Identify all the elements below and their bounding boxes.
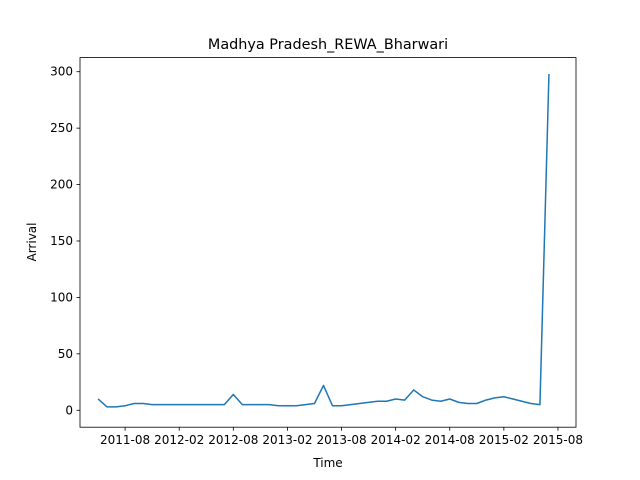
y-tick-label: 250 — [50, 121, 73, 135]
y-tick-label: 100 — [50, 290, 73, 304]
x-tick-label: 2014-02 — [371, 433, 421, 447]
y-tick-label: 150 — [50, 234, 73, 248]
x-axis-label: Time — [312, 456, 342, 470]
x-tick-label: 2012-02 — [154, 433, 204, 447]
x-tick-label: 2013-02 — [262, 433, 312, 447]
x-tick-label: 2015-02 — [479, 433, 529, 447]
x-tick-label: 2011-08 — [100, 433, 150, 447]
line — [97, 73, 550, 408]
x-tick-label: 2013-08 — [316, 433, 366, 447]
plot-frame — [79, 57, 577, 428]
y-tick-label: 0 — [65, 403, 73, 417]
x-tick-label: 2015-08 — [533, 433, 583, 447]
y-tick-label: 300 — [50, 65, 73, 79]
x-tick-label: 2014-08 — [425, 433, 475, 447]
y-tick-label: 200 — [50, 178, 73, 192]
x-tick-label: 2012-08 — [208, 433, 258, 447]
chart-title: Madhya Pradesh_REWA_Bharwari — [208, 37, 448, 53]
y-tick-label: 50 — [58, 347, 73, 361]
y-axis-label: Arrival — [25, 223, 39, 262]
